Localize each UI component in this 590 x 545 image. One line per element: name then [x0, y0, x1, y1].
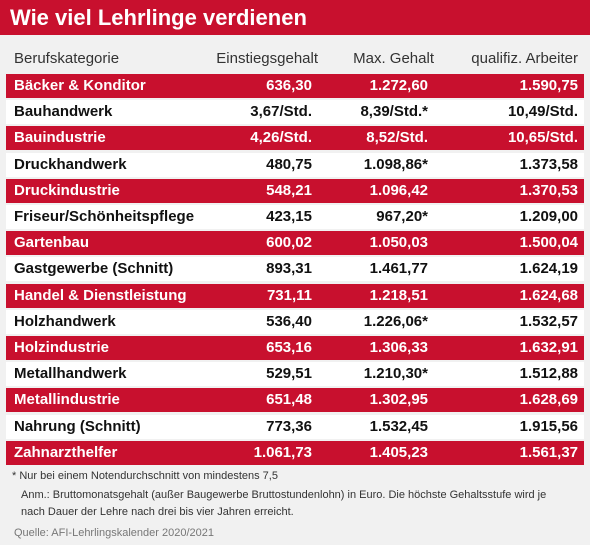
value-cell: 1.226,06* [363, 312, 428, 330]
value-cell: 1.632,91 [519, 339, 578, 356]
value-cell: 548,21 [266, 181, 312, 199]
value-cell: 1.500,04 [519, 234, 578, 252]
value-cell: 1.405,23 [369, 443, 428, 461]
table-row: Bauhandwerk 3,67/Std. 8,39/Std.* 10,49/Std. [6, 100, 584, 125]
value-cell: 8,39/Std.* [360, 103, 428, 121]
value-cell: 3,67/Std. [250, 103, 312, 121]
table-row: Gastgewerbe (Schnitt) 893,31 1.461,77 1.624… [6, 257, 584, 282]
category-cell: Holzindustrie [14, 339, 110, 356]
footnote: * Nur bei einem Notendurchschnitt von mi… [12, 470, 278, 482]
table-row: Handel & Dienstleistung 731,11 1.218,51 1.6… [6, 283, 584, 308]
category-cell: Bäcker & Konditor [14, 77, 146, 94]
value-cell: 1.561,37 [519, 443, 578, 461]
value-cell: 1.302,95 [369, 391, 428, 409]
column-header: Berufskategorie [14, 50, 120, 67]
category-cell: Druckindustrie [14, 181, 120, 199]
value-cell: 1.050,03 [369, 234, 428, 252]
category-cell: Bauhandwerk [14, 103, 113, 121]
value-cell: 600,02 [266, 234, 312, 252]
table-row: Bauindustrie 4,26/Std. 8,52/Std. 10,65/Std. [6, 126, 584, 151]
category-cell: Zahnarzthelfer [14, 443, 118, 461]
category-cell: Gartenbau [14, 234, 90, 252]
category-cell: Holzhandwerk [14, 312, 116, 330]
source: Quelle: AFI-Lehrlingskalender 2020/2021 [14, 527, 214, 539]
table-row: Gartenbau 600,02 1.050,03 1.500,04 [6, 231, 584, 256]
column-header: Einstiegsgehalt [216, 50, 318, 67]
table-row: Bäcker & Konditor 636,30 1.272,60 1.590,75 [6, 74, 584, 98]
value-cell: 1.590,75 [519, 77, 578, 94]
value-cell: 1.624,68 [519, 286, 578, 304]
table-row: Druckindustrie 548,21 1.096,42 1.370,53 [6, 178, 584, 203]
value-cell: 1.512,88 [519, 365, 578, 383]
title: Wie viel Lehrlinge verdienen [0, 0, 590, 35]
value-cell: 1.306,33 [369, 339, 428, 356]
value-cell: 1.098,86* [363, 155, 428, 173]
value-cell: 8,52/Std. [366, 129, 428, 147]
value-cell: 1.373,58 [519, 155, 578, 173]
value-cell: 1.061,73 [253, 443, 312, 461]
value-cell: 423,15 [266, 208, 312, 225]
table-row: Holzhandwerk 536,40 1.226,06* 1.532,57 [6, 309, 584, 334]
value-cell: 536,40 [266, 312, 312, 330]
note: Anm.: Bruttomonatsgehalt (außer Baugewer… [21, 489, 547, 518]
category-cell: Metallhandwerk [14, 365, 127, 383]
value-cell: 480,75 [266, 155, 312, 173]
value-cell: 1.370,53 [519, 181, 578, 199]
category-cell: Bauindustrie [14, 129, 106, 147]
category-cell: Gastgewerbe (Schnitt) [14, 260, 174, 278]
table-row: Friseur/Schönheitspflege 423,15 967,20* 1.2… [6, 205, 584, 229]
value-cell: 773,36 [266, 417, 312, 435]
value-cell: 10,49/Std. [507, 103, 578, 121]
value-cell: 1.532,57 [519, 312, 578, 330]
category-cell: Nahrung (Schnitt) [14, 417, 141, 435]
column-header: qualifiz. Arbeiter [471, 50, 578, 67]
value-cell: 1.218,51 [369, 286, 428, 304]
value-cell: 651,48 [266, 391, 312, 409]
column-header: Max. Gehalt [353, 50, 434, 67]
value-cell: 731,11 [266, 286, 312, 304]
category-cell: Metallindustrie [14, 391, 120, 409]
table-row: Metallhandwerk 529,51 1.210,30* 1.512,88 [6, 362, 584, 387]
value-cell: 1.915,56 [519, 417, 578, 435]
value-cell: 967,20* [376, 208, 428, 225]
table-row: Druckhandwerk 480,75 1.098,86* 1.373,58 [6, 152, 584, 177]
value-cell: 529,51 [266, 365, 312, 383]
value-cell: 653,16 [266, 339, 312, 356]
value-cell: 1.624,19 [519, 260, 578, 278]
value-cell: 10,65/Std. [507, 129, 578, 147]
value-cell: 1.461,77 [369, 260, 428, 278]
value-cell: 1.628,69 [519, 391, 578, 409]
value-cell: 4,26/Std. [250, 129, 312, 147]
table-row: Metallindustrie 651,48 1.302,95 1.628,69 [6, 388, 584, 413]
value-cell: 1.210,30* [363, 365, 428, 383]
value-cell: 893,31 [266, 260, 312, 278]
table-row: Holzindustrie 653,16 1.306,33 1.632,91 [6, 336, 584, 360]
value-cell: 1.272,60 [369, 77, 428, 94]
value-cell: 1.532,45 [369, 417, 428, 435]
category-cell: Friseur/Schönheitspflege [14, 208, 195, 225]
table-row: Nahrung (Schnitt) 773,36 1.532,45 1.915,56 [6, 414, 584, 439]
value-cell: 1.096,42 [369, 181, 428, 199]
table-row: Zahnarzthelfer 1.061,73 1.405,23 1.561,37 [6, 440, 584, 465]
value-cell: 636,30 [266, 77, 312, 94]
value-cell: 1.209,00 [519, 208, 578, 225]
category-cell: Druckhandwerk [14, 155, 127, 173]
category-cell: Handel & Dienstleistung [14, 286, 187, 304]
